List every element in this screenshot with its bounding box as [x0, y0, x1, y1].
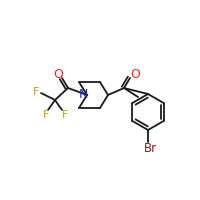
Text: F: F [43, 110, 49, 120]
Text: Br: Br [143, 142, 157, 156]
Text: F: F [62, 110, 68, 120]
Text: N: N [78, 88, 88, 102]
Text: O: O [53, 68, 63, 82]
Text: O: O [130, 68, 140, 82]
Text: F: F [33, 87, 39, 97]
